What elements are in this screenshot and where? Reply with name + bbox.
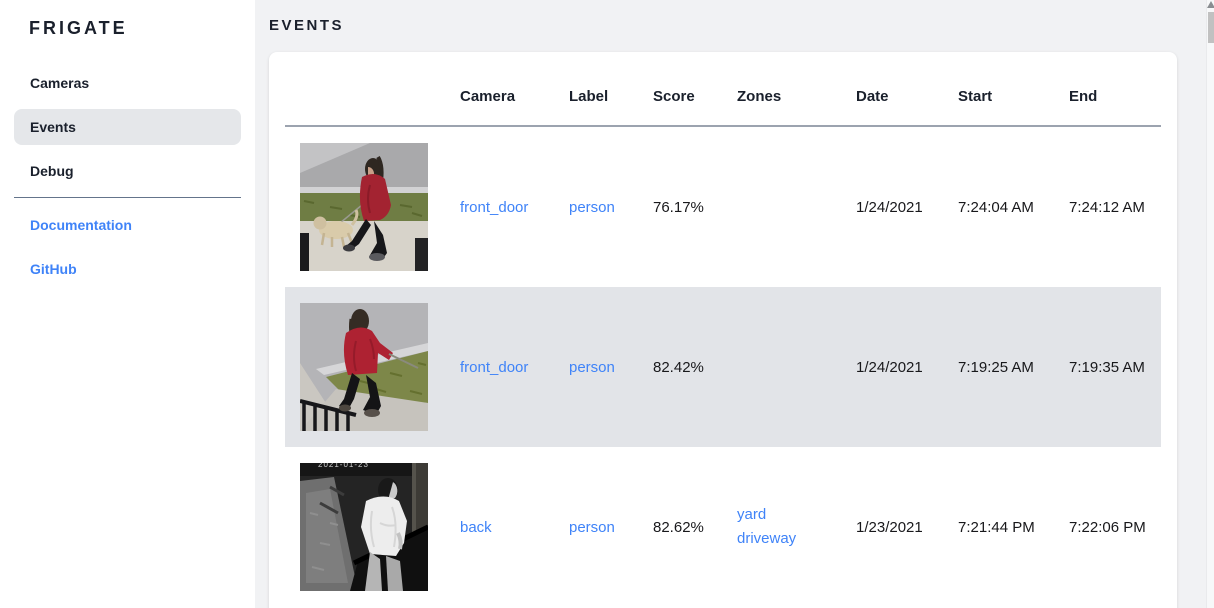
col-header-end: End — [1069, 88, 1098, 105]
thumbnail-scene-dog-walk-1 — [300, 143, 428, 271]
event-end-cell: 7:22:06 PM — [1069, 518, 1146, 536]
sidebar-link-documentation[interactable]: Documentation — [14, 207, 241, 243]
thumbnail-timestamp: 2021-01-23 — [318, 463, 369, 469]
event-row-selected[interactable]: front_door person 82.42% 1/24/2021 7:19:… — [285, 287, 1161, 447]
event-label-cell[interactable]: person — [569, 518, 615, 536]
sidebar-link-github[interactable]: GitHub — [14, 251, 241, 287]
event-date-cell: 1/24/2021 — [856, 358, 923, 376]
zone-link-driveway[interactable]: driveway — [737, 530, 797, 547]
event-camera-cell[interactable]: front_door — [460, 358, 529, 376]
col-header-camera: Camera — [460, 88, 516, 105]
vertical-scrollbar[interactable] — [1206, 0, 1214, 608]
sidebar-divider — [14, 197, 241, 198]
event-camera-cell[interactable]: back — [460, 518, 492, 536]
event-row[interactable]: 2021-01-23 back person 82.62% yard drive… — [285, 447, 1161, 607]
event-end-cell: 7:19:35 AM — [1069, 358, 1145, 376]
event-score-cell: 82.62% — [653, 518, 704, 536]
sidebar: FRIGATE Cameras Events Debug Documentati… — [0, 0, 255, 608]
col-header-date: Date — [856, 88, 889, 105]
sidebar-link-label: Documentation — [30, 217, 132, 233]
event-thumbnail-cell — [285, 303, 460, 431]
zone-link-yard[interactable]: yard — [737, 506, 767, 523]
sidebar-item-label: Debug — [30, 163, 74, 179]
sidebar-item-label: Cameras — [30, 75, 90, 91]
col-header-label: Label — [569, 88, 609, 105]
event-thumbnail-cell — [285, 143, 460, 271]
event-score-cell: 82.42% — [653, 358, 704, 376]
event-start-cell: 7:21:44 PM — [958, 518, 1035, 536]
col-header-score: Score — [653, 88, 695, 105]
event-label-cell[interactable]: person — [569, 198, 615, 216]
event-score-cell: 76.17% — [653, 198, 704, 216]
thumbnail-scene-dog-walk-2 — [300, 303, 428, 431]
event-end-cell: 7:24:12 AM — [1069, 198, 1145, 216]
sidebar-item-debug[interactable]: Debug — [14, 153, 241, 189]
sidebar-link-label: GitHub — [30, 261, 77, 277]
event-thumbnail-image[interactable] — [300, 303, 428, 431]
event-date-cell: 1/23/2021 — [856, 518, 923, 536]
scrollbar-thumb[interactable] — [1208, 12, 1214, 43]
scrollbar-up-icon[interactable] — [1207, 1, 1214, 8]
event-row[interactable]: front_door person 76.17% 1/24/2021 7:24:… — [285, 127, 1161, 287]
table-header-row: Camera Label Score Zones Date Start End — [285, 68, 1161, 127]
event-label-cell[interactable]: person — [569, 358, 615, 376]
sidebar-item-label: Events — [30, 119, 76, 135]
event-start-cell: 7:19:25 AM — [958, 358, 1034, 376]
sidebar-item-events[interactable]: Events — [14, 109, 241, 145]
event-camera-cell[interactable]: front_door — [460, 198, 529, 216]
event-thumbnail-cell: 2021-01-23 — [285, 463, 460, 591]
event-thumbnail-image[interactable] — [300, 143, 428, 271]
events-card: Camera Label Score Zones Date Start End — [269, 52, 1177, 608]
event-thumbnail-image[interactable]: 2021-01-23 — [300, 463, 428, 591]
col-header-zones: Zones — [737, 88, 782, 105]
page-title: EVENTS — [269, 17, 345, 34]
thumbnail-scene-infrared-night — [300, 463, 428, 591]
event-start-cell: 7:24:04 AM — [958, 198, 1034, 216]
col-header-start: Start — [958, 88, 993, 105]
event-zones-cell: yard driveway — [737, 503, 856, 551]
main-content: EVENTS Camera Label Score Zones Date Sta… — [255, 0, 1206, 608]
app-logo: FRIGATE — [29, 18, 128, 38]
sidebar-nav: Cameras Events Debug — [14, 65, 241, 189]
sidebar-item-cameras[interactable]: Cameras — [14, 65, 241, 101]
event-date-cell: 1/24/2021 — [856, 198, 923, 216]
